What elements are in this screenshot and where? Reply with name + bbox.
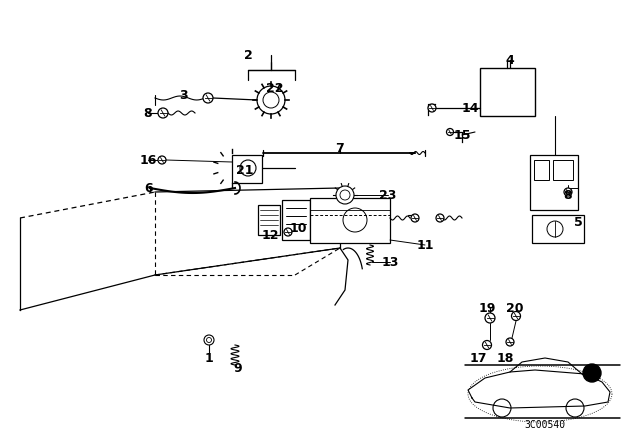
Text: 10: 10: [289, 221, 307, 234]
Circle shape: [284, 228, 292, 236]
Text: 19: 19: [478, 302, 496, 314]
Circle shape: [336, 186, 354, 204]
Text: 8: 8: [144, 107, 152, 120]
Circle shape: [257, 86, 285, 114]
Text: 5: 5: [573, 215, 582, 228]
Circle shape: [483, 340, 492, 349]
Circle shape: [436, 214, 444, 222]
FancyBboxPatch shape: [258, 205, 280, 235]
FancyBboxPatch shape: [530, 155, 578, 210]
FancyBboxPatch shape: [534, 160, 549, 180]
Circle shape: [158, 156, 166, 164]
Circle shape: [583, 364, 601, 382]
Text: 9: 9: [234, 362, 243, 375]
Text: 4: 4: [506, 53, 515, 66]
Circle shape: [447, 129, 454, 135]
Text: 22: 22: [266, 82, 284, 95]
Circle shape: [411, 214, 419, 222]
Circle shape: [485, 313, 495, 323]
Circle shape: [204, 335, 214, 345]
Circle shape: [203, 93, 213, 103]
Circle shape: [428, 104, 436, 112]
Text: 14: 14: [461, 102, 479, 115]
FancyBboxPatch shape: [532, 215, 584, 243]
Circle shape: [340, 190, 350, 200]
Text: 1: 1: [205, 352, 213, 365]
Text: 16: 16: [140, 154, 157, 167]
Text: 11: 11: [416, 238, 434, 251]
FancyBboxPatch shape: [553, 160, 573, 180]
Text: 7: 7: [335, 142, 344, 155]
Text: 21: 21: [236, 164, 253, 177]
Circle shape: [240, 160, 256, 176]
Text: 3: 3: [179, 89, 188, 102]
Text: 13: 13: [381, 255, 399, 268]
FancyBboxPatch shape: [480, 68, 535, 116]
Circle shape: [158, 108, 168, 118]
Text: 20: 20: [506, 302, 524, 314]
Text: 18: 18: [496, 352, 514, 365]
Circle shape: [564, 188, 572, 196]
Text: 23: 23: [380, 189, 397, 202]
Text: 15: 15: [453, 129, 471, 142]
Text: 3C00540: 3C00540: [524, 420, 566, 430]
Circle shape: [506, 338, 514, 346]
Text: 17: 17: [469, 352, 487, 365]
Text: 2: 2: [244, 48, 252, 61]
FancyBboxPatch shape: [282, 200, 310, 240]
Text: 8: 8: [564, 189, 572, 202]
Text: 12: 12: [261, 228, 279, 241]
Circle shape: [511, 311, 520, 320]
Text: 6: 6: [145, 181, 154, 194]
FancyBboxPatch shape: [310, 198, 390, 243]
FancyBboxPatch shape: [232, 155, 262, 183]
